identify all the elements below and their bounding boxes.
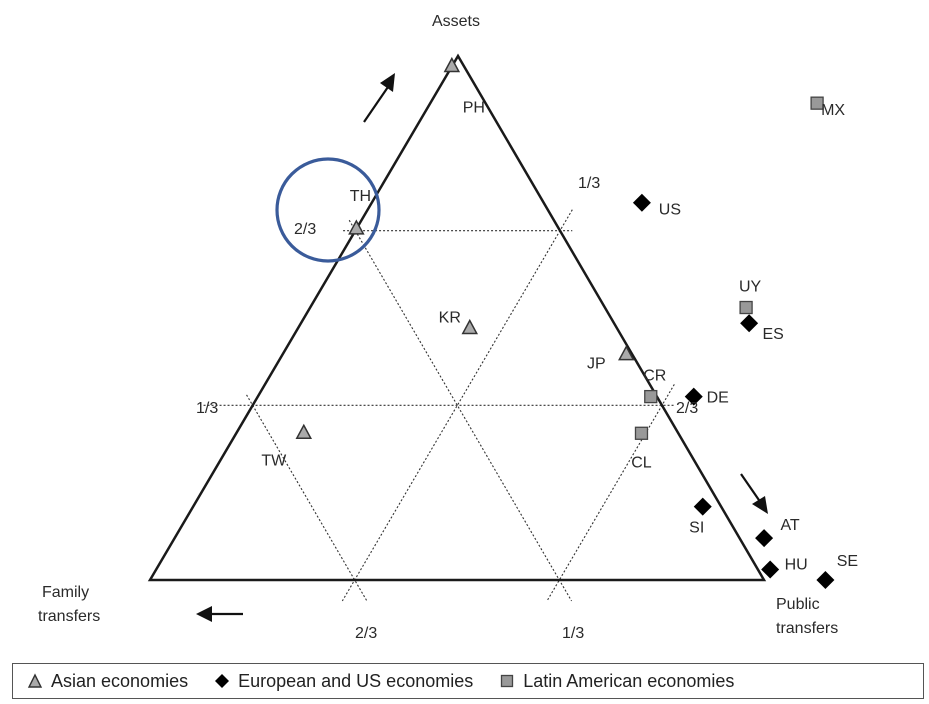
point-label-cl: CL bbox=[631, 454, 652, 471]
ternary-triangle-outline bbox=[147, 53, 767, 582]
point-se bbox=[816, 571, 835, 589]
vertex-label-family-line2: transfers bbox=[38, 608, 100, 625]
tick-right-1-3: 1/3 bbox=[578, 175, 600, 192]
gridline-family-1-3 bbox=[348, 219, 573, 602]
point-tw bbox=[295, 423, 313, 440]
tick-base-1-3: 1/3 bbox=[562, 625, 584, 642]
point-de bbox=[684, 387, 703, 406]
ternary-gridlines bbox=[203, 209, 675, 602]
square-marker-icon bbox=[501, 674, 514, 688]
point-label-si: SI bbox=[689, 520, 704, 537]
point-us bbox=[632, 193, 651, 212]
legend-item-asian: Asian economies bbox=[27, 671, 188, 692]
tick-left-2-3: 2/3 bbox=[294, 221, 316, 238]
arrow-down-right-icon bbox=[740, 473, 768, 514]
arrow-left-icon bbox=[196, 606, 243, 622]
tick-right-2-3: 2/3 bbox=[676, 400, 698, 417]
ternary-chart: PHTHKRJPTWMXUSUYESCRDECLBRSIATHUSE Asset… bbox=[38, 13, 858, 642]
point-si bbox=[693, 497, 712, 516]
legend-label-latin-american: Latin American economies bbox=[523, 670, 735, 691]
vertex-label-public-line1: Public bbox=[776, 596, 820, 613]
point-jp bbox=[618, 345, 635, 361]
point-label-de: DE bbox=[707, 390, 729, 407]
point-at bbox=[755, 529, 774, 548]
gridline-public-2-3 bbox=[546, 384, 675, 602]
triangle-marker-icon bbox=[27, 673, 43, 688]
point-labels: PHTHKRJPTWMXUSUYESCRDECLBRSIATHUSE bbox=[261, 99, 858, 574]
legend: Asian economies European and US economie… bbox=[12, 663, 924, 699]
vertex-label-family-line1: Family bbox=[42, 584, 89, 601]
vertex-label-public-line2: transfers bbox=[776, 620, 838, 637]
point-label-tw: TW bbox=[261, 452, 287, 469]
point-label-uy: UY bbox=[739, 279, 762, 296]
point-uy bbox=[739, 300, 753, 315]
point-label-es: ES bbox=[762, 326, 783, 343]
legend-label-asian: Asian economies bbox=[51, 670, 189, 691]
legend-item-latin-american: Latin American economies bbox=[499, 671, 734, 692]
tick-base-2-3: 2/3 bbox=[355, 625, 377, 642]
diamond-marker-icon bbox=[215, 674, 230, 688]
point-cr bbox=[644, 389, 658, 404]
point-kr bbox=[461, 318, 479, 335]
gridline-family-2-3 bbox=[246, 394, 368, 602]
point-hu bbox=[761, 560, 780, 579]
vertex-label-assets: Assets bbox=[432, 13, 480, 30]
point-label-hu: HU bbox=[785, 557, 808, 574]
point-th bbox=[348, 219, 365, 235]
point-label-ph: PH bbox=[463, 99, 485, 116]
data-points bbox=[295, 56, 835, 589]
point-label-kr: KR bbox=[439, 309, 461, 326]
point-label-th: TH bbox=[350, 188, 371, 205]
tick-left-1-3: 1/3 bbox=[196, 400, 218, 417]
legend-item-european-us: European and US economies bbox=[214, 671, 473, 692]
highlight-circle bbox=[275, 157, 381, 263]
point-ph bbox=[443, 56, 461, 73]
point-mx bbox=[810, 96, 824, 110]
point-es bbox=[740, 314, 759, 333]
point-label-jp: JP bbox=[587, 356, 606, 373]
point-label-cr: CR bbox=[643, 368, 666, 385]
arrow-up-right-icon bbox=[363, 73, 395, 123]
point-label-se: SE bbox=[837, 553, 858, 570]
point-label-mx: MX bbox=[821, 102, 845, 119]
legend-label-european-us: European and US economies bbox=[238, 670, 474, 691]
point-label-us: US bbox=[659, 202, 681, 219]
point-cl bbox=[634, 426, 649, 440]
point-label-at: AT bbox=[780, 517, 799, 534]
